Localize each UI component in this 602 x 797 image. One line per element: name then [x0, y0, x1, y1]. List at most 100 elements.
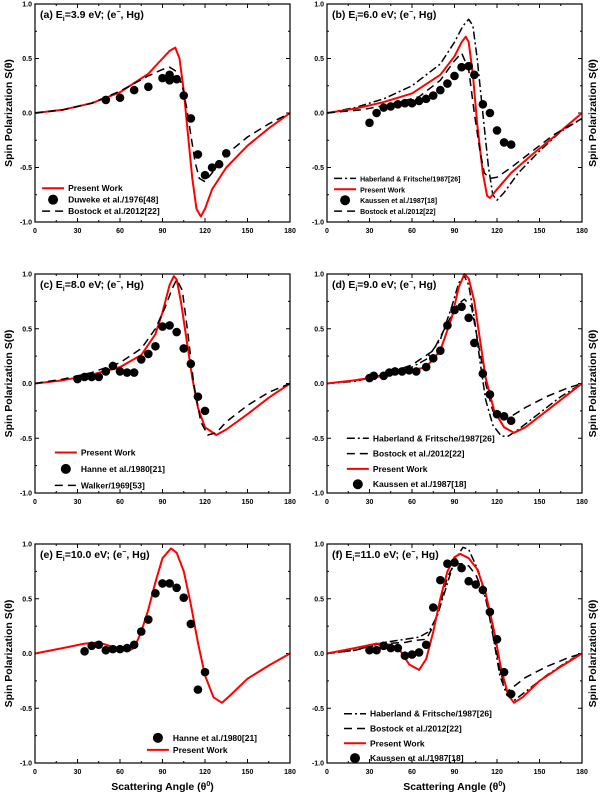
data-point [94, 372, 104, 382]
legend-entry: Bostock et al./2012[22] [334, 209, 436, 216]
x-tick-label: 60 [408, 228, 416, 235]
data-point [207, 163, 217, 172]
data-point [193, 392, 203, 401]
title-energy: =8.0 eV; (e [65, 279, 117, 291]
title-superscript: − [409, 279, 413, 286]
y-tick-label: -1.0 [312, 491, 324, 498]
data-point [115, 93, 125, 103]
x-tick-label: 90 [451, 228, 459, 235]
series-line [326, 52, 583, 180]
data-point [151, 341, 160, 351]
data-point [428, 91, 438, 100]
data-point [158, 579, 167, 588]
legend-label: Present Work [68, 183, 123, 193]
data-point [393, 99, 403, 109]
data-point [450, 305, 459, 315]
title-energy: =6.0 eV; (e [357, 9, 409, 21]
legend-entry: Present Work [146, 745, 228, 755]
legend-label: Walker/1969[53] [81, 480, 145, 490]
title-end: , Hg) [120, 279, 143, 291]
data-point [443, 559, 452, 569]
x-tick-label: 30 [366, 228, 374, 235]
plot-frame [326, 273, 583, 494]
legend-label: Present Work [81, 447, 136, 457]
data-point [179, 344, 189, 353]
data-point [393, 643, 403, 653]
legend-label: Bostock et al./2012[22] [373, 449, 465, 459]
data-point [165, 321, 174, 330]
title-label: (b) E [332, 9, 355, 21]
data-point [457, 62, 466, 72]
data-point [506, 689, 516, 699]
legend-entry: Present Work [54, 447, 136, 457]
panel-title: (c) Ei=8.0 eV; (e−, Hg) [40, 279, 144, 293]
legend-entry: Haberland & Fritsche/1987[26] [346, 433, 495, 443]
x-tick-label: 60 [408, 499, 416, 506]
data-point [478, 369, 488, 378]
series-line [34, 66, 291, 183]
x-axis-title-sup: 0 [206, 781, 210, 788]
x-tick-label: 150 [242, 499, 254, 506]
title-end: , Hg) [126, 549, 149, 561]
y-tick-label: 0.0 [22, 381, 32, 388]
data-point [428, 354, 438, 363]
y-tick-label: -0.5 [20, 165, 32, 172]
title-superscript: − [409, 9, 413, 16]
data-point [200, 667, 210, 677]
data-point [478, 99, 488, 109]
legend-label: Kaussen et al./1987[18] [373, 479, 467, 489]
legend-entry: Bostock et al./2012[22] [346, 449, 465, 459]
data-point [397, 367, 407, 376]
title-end: , Hg) [413, 279, 436, 291]
panel-d: 0 30 60 90 120 150 180 -1.0 -0.5 0.0 0.5 1.0 (d) Ei=… [312, 272, 599, 507]
data-point [80, 647, 89, 656]
x-tick-label: 0 [325, 769, 329, 776]
data-point [87, 372, 96, 382]
x-axis-title: Scattering Angle (θ0) [403, 781, 506, 793]
data-point [144, 82, 153, 92]
data-point [478, 585, 488, 595]
legend-label: Bostock et al./2012[22] [68, 206, 160, 216]
legend-entry: Kaussen et al./1987[18] [350, 753, 464, 764]
y-axis-title: Spin Polarization S(θ) [3, 600, 15, 708]
data-point [421, 94, 431, 104]
legend-entry: Haberland & Fritsche/1987[26] [334, 176, 460, 183]
title-superscript: − [116, 9, 120, 16]
plot-frame [326, 3, 583, 223]
title-subscript: i [355, 286, 357, 293]
y-axis-title: Spin Polarization S(θ) [587, 59, 599, 167]
plot-frame [34, 273, 291, 494]
legend-marker [48, 194, 59, 205]
title-energy: =3.9 eV; (e [65, 9, 117, 21]
data-point [179, 91, 189, 100]
x-tick-label: 120 [491, 228, 503, 235]
y-tick-label: 0.5 [314, 596, 324, 603]
title-label: (c) E [40, 279, 63, 291]
data-point [436, 575, 445, 585]
x-tick-label: 0 [325, 228, 329, 235]
legend-label: Haberland & Fritsche/1987[26] [360, 176, 460, 183]
x-axis-title-end: ) [210, 781, 214, 793]
data-point [506, 416, 516, 426]
data-point [372, 645, 381, 655]
y-tick-label: -1.0 [312, 220, 324, 227]
data-point [499, 138, 509, 147]
legend-entry: Bostock et al./2012[22] [344, 724, 462, 734]
data-point [108, 644, 118, 654]
title-end: , Hg) [120, 9, 143, 21]
data-point [470, 338, 479, 348]
x-tick-label: 150 [242, 228, 254, 235]
data-point [87, 641, 96, 651]
legend-label: Hanne et al./1980[21] [81, 464, 165, 474]
y-tick-label: 1.0 [314, 542, 324, 549]
panel-title: (b) Ei=6.0 eV; (e−, Hg) [332, 9, 436, 23]
x-tick-label: 60 [116, 499, 124, 506]
y-tick-label: -1.0 [20, 761, 32, 768]
plot-frame [34, 3, 291, 223]
data-point [129, 85, 139, 95]
title-energy: =11.0 eV; (e [354, 549, 411, 561]
y-axis-title: Spin Polarization S(θ) [3, 330, 15, 438]
data-point [471, 580, 481, 589]
panel-title: (f) Ei=11.0 eV; (e−, Hg) [332, 549, 439, 563]
y-axis-title: Spin Polarization S(θ) [587, 600, 599, 708]
